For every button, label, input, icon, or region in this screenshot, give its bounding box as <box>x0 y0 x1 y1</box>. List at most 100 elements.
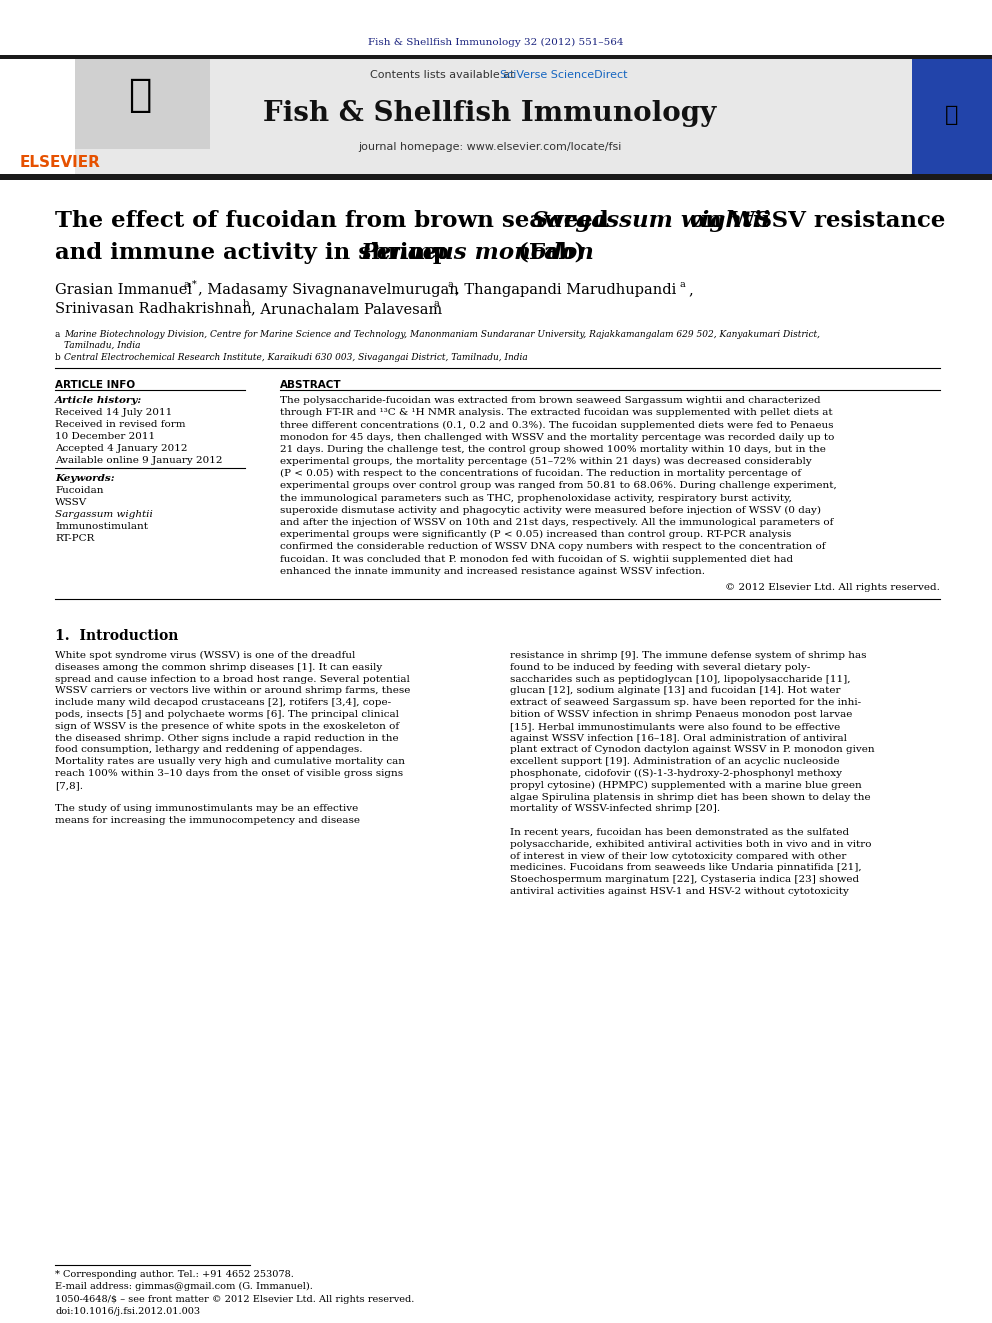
Text: the diseased shrimp. Other signs include a rapid reduction in the: the diseased shrimp. Other signs include… <box>55 733 399 742</box>
Text: extract of seaweed Sargassum sp. have been reported for the inhi-: extract of seaweed Sargassum sp. have be… <box>510 699 861 708</box>
Text: (P < 0.05) with respect to the concentrations of fucoidan. The reduction in mort: (P < 0.05) with respect to the concentra… <box>280 470 802 479</box>
Text: 📖: 📖 <box>945 105 958 124</box>
Text: a: a <box>55 329 63 339</box>
Text: Central Electrochemical Research Institute, Karaikudi 630 003, Sivagangai Distri: Central Electrochemical Research Institu… <box>64 353 528 363</box>
Text: Grasian Immanuel: Grasian Immanuel <box>55 283 192 296</box>
Text: polysaccharide, exhibited antiviral activities both in vivo and in vitro: polysaccharide, exhibited antiviral acti… <box>510 840 872 849</box>
Text: 21 days. During the challenge test, the control group showed 100% mortality with: 21 days. During the challenge test, the … <box>280 445 826 454</box>
Text: Article history:: Article history: <box>55 396 142 405</box>
Text: experimental groups were significantly (P < 0.05) increased than control group. : experimental groups were significantly (… <box>280 531 792 540</box>
Text: three different concentrations (0.1, 0.2 and 0.3%). The fucoidan supplemented di: three different concentrations (0.1, 0.2… <box>280 421 833 430</box>
FancyBboxPatch shape <box>0 175 992 180</box>
Text: b: b <box>243 299 249 308</box>
Text: bition of WSSV infection in shrimp Penaeus monodon post larvae: bition of WSSV infection in shrimp Penae… <box>510 710 852 718</box>
Text: , Arunachalam Palavesam: , Arunachalam Palavesam <box>251 302 442 316</box>
Text: ELSEVIER: ELSEVIER <box>20 155 101 169</box>
FancyBboxPatch shape <box>0 56 992 60</box>
Text: Fucoidan: Fucoidan <box>55 486 103 495</box>
Text: against WSSV infection [16–18]. Oral administration of antiviral: against WSSV infection [16–18]. Oral adm… <box>510 733 847 742</box>
Text: medicines. Fucoidans from seaweeds like Undaria pinnatifida [21],: medicines. Fucoidans from seaweeds like … <box>510 864 862 872</box>
Text: sign of WSSV is the presence of white spots in the exoskeleton of: sign of WSSV is the presence of white sp… <box>55 722 399 730</box>
Text: The polysaccharide-fucoidan was extracted from brown seaweed Sargassum wightii a: The polysaccharide-fucoidan was extracte… <box>280 396 820 405</box>
Text: antiviral activities against HSV-1 and HSV-2 without cytotoxicity: antiviral activities against HSV-1 and H… <box>510 886 849 896</box>
Text: 1.  Introduction: 1. Introduction <box>55 628 179 643</box>
Text: [7,8].: [7,8]. <box>55 781 83 790</box>
Text: and immune activity in shrimp: and immune activity in shrimp <box>55 242 457 265</box>
Text: on WSSV resistance: on WSSV resistance <box>682 210 945 232</box>
Text: RT-PCR: RT-PCR <box>55 534 94 542</box>
Text: WSSV: WSSV <box>55 497 87 507</box>
Text: spread and cause infection to a broad host range. Several potential: spread and cause infection to a broad ho… <box>55 675 410 684</box>
Text: Received in revised form: Received in revised form <box>55 419 186 429</box>
Text: Sargassum wightii: Sargassum wightii <box>532 210 770 232</box>
Text: 🌳: 🌳 <box>128 75 152 114</box>
Text: plant extract of Cynodon dactylon against WSSV in P. monodon given: plant extract of Cynodon dactylon agains… <box>510 745 875 754</box>
Text: include many wild decapod crustaceans [2], rotifers [3,4], cope-: include many wild decapod crustaceans [2… <box>55 699 391 708</box>
Text: algae Spirulina platensis in shrimp diet has been shown to delay the: algae Spirulina platensis in shrimp diet… <box>510 792 871 802</box>
Text: WSSV carriers or vectors live within or around shrimp farms, these: WSSV carriers or vectors live within or … <box>55 687 411 696</box>
Text: through FT-IR and ¹³C & ¹H NMR analysis. The extracted fucoidan was supplemented: through FT-IR and ¹³C & ¹H NMR analysis.… <box>280 409 832 417</box>
Text: Fish & Shellfish Immunology 32 (2012) 551–564: Fish & Shellfish Immunology 32 (2012) 55… <box>368 38 624 48</box>
Text: reach 100% within 3–10 days from the onset of visible gross signs: reach 100% within 3–10 days from the ons… <box>55 769 403 778</box>
Text: the immunological parameters such as THC, prophenoloxidase activity, respiratory: the immunological parameters such as THC… <box>280 493 792 503</box>
Text: resistance in shrimp [9]. The immune defense system of shrimp has: resistance in shrimp [9]. The immune def… <box>510 651 866 660</box>
Text: ABSTRACT: ABSTRACT <box>280 380 341 390</box>
Text: mortality of WSSV-infected shrimp [20].: mortality of WSSV-infected shrimp [20]. <box>510 804 720 814</box>
Text: propyl cytosine) (HPMPC) supplemented with a marine blue green: propyl cytosine) (HPMPC) supplemented wi… <box>510 781 862 790</box>
Text: monodon for 45 days, then challenged with WSSV and the mortality percentage was : monodon for 45 days, then challenged wit… <box>280 433 834 442</box>
Text: Penaeus monodon: Penaeus monodon <box>361 242 595 265</box>
Text: found to be induced by feeding with several dietary poly-: found to be induced by feeding with seve… <box>510 663 810 672</box>
Text: enhanced the innate immunity and increased resistance against WSSV infection.: enhanced the innate immunity and increas… <box>280 566 705 576</box>
Text: ,: , <box>688 283 692 296</box>
Text: pods, insects [5] and polychaete worms [6]. The principal clinical: pods, insects [5] and polychaete worms [… <box>55 710 399 718</box>
Text: and after the injection of WSSV on 10th and 21st days, respectively. All the imm: and after the injection of WSSV on 10th … <box>280 519 833 527</box>
Text: The effect of fucoidan from brown seaweed: The effect of fucoidan from brown seawee… <box>55 210 617 232</box>
Text: Available online 9 January 2012: Available online 9 January 2012 <box>55 456 222 464</box>
Text: a: a <box>447 280 452 288</box>
Text: means for increasing the immunocompetency and disease: means for increasing the immunocompetenc… <box>55 816 360 826</box>
FancyBboxPatch shape <box>912 60 992 175</box>
Text: (Fab): (Fab) <box>510 242 585 265</box>
Text: excellent support [19]. Administration of an acyclic nucleoside: excellent support [19]. Administration o… <box>510 757 839 766</box>
Text: Stoechospermum marginatum [22], Cystaseria indica [23] showed: Stoechospermum marginatum [22], Cystaser… <box>510 876 859 884</box>
Text: 1050-4648/$ – see front matter © 2012 Elsevier Ltd. All rights reserved.: 1050-4648/$ – see front matter © 2012 El… <box>55 1295 415 1304</box>
Text: Srinivasan Radhakrishnan: Srinivasan Radhakrishnan <box>55 302 252 316</box>
Text: a,*: a,* <box>183 280 196 288</box>
Text: Contents lists available at: Contents lists available at <box>370 70 518 79</box>
Text: SciVerse ScienceDirect: SciVerse ScienceDirect <box>500 70 628 79</box>
Text: Marine Biotechnology Division, Centre for Marine Science and Technology, Manonma: Marine Biotechnology Division, Centre fo… <box>64 329 820 349</box>
Text: experimental groups, the mortality percentage (51–72% within 21 days) was decrea: experimental groups, the mortality perce… <box>280 456 811 466</box>
Text: E-mail address: gimmas@gmail.com (G. Immanuel).: E-mail address: gimmas@gmail.com (G. Imm… <box>55 1282 312 1291</box>
Text: 10 December 2011: 10 December 2011 <box>55 433 155 441</box>
Text: diseases among the common shrimp diseases [1]. It can easily: diseases among the common shrimp disease… <box>55 663 382 672</box>
Text: saccharides such as peptidoglycan [10], lipopolysaccharide [11],: saccharides such as peptidoglycan [10], … <box>510 675 850 684</box>
Text: a: a <box>434 299 439 308</box>
Text: journal homepage: www.elsevier.com/locate/fsi: journal homepage: www.elsevier.com/locat… <box>358 142 622 152</box>
Text: fucoidan. It was concluded that P. monodon fed with fucoidan of S. wightii suppl: fucoidan. It was concluded that P. monod… <box>280 554 794 564</box>
Text: of interest in view of their low cytotoxicity compared with other: of interest in view of their low cytotox… <box>510 852 846 860</box>
Text: Mortality rates are usually very high and cumulative mortality can: Mortality rates are usually very high an… <box>55 757 405 766</box>
Text: Received 14 July 2011: Received 14 July 2011 <box>55 407 173 417</box>
Text: White spot syndrome virus (WSSV) is one of the dreadful: White spot syndrome virus (WSSV) is one … <box>55 651 355 660</box>
Text: Fish & Shellfish Immunology: Fish & Shellfish Immunology <box>263 101 716 127</box>
Text: * Corresponding author. Tel.: +91 4652 253078.: * Corresponding author. Tel.: +91 4652 2… <box>55 1270 294 1279</box>
Text: food consumption, lethargy and reddening of appendages.: food consumption, lethargy and reddening… <box>55 745 362 754</box>
Text: Keywords:: Keywords: <box>55 474 115 483</box>
FancyBboxPatch shape <box>75 60 915 175</box>
Text: Immunostimulant: Immunostimulant <box>55 523 148 531</box>
Text: experimental groups over control group was ranged from 50.81 to 68.06%. During c: experimental groups over control group w… <box>280 482 836 491</box>
Text: , Madasamy Sivagnanavelmurugan: , Madasamy Sivagnanavelmurugan <box>198 283 458 296</box>
Text: , Thangapandi Marudhupandi: , Thangapandi Marudhupandi <box>455 283 677 296</box>
Text: superoxide dismutase activity and phagocytic activity were measured before injec: superoxide dismutase activity and phagoc… <box>280 505 821 515</box>
Text: phosphonate, cidofovir ((S)-1-3-hydroxy-2-phosphonyl methoxy: phosphonate, cidofovir ((S)-1-3-hydroxy-… <box>510 769 842 778</box>
Text: a: a <box>680 280 685 288</box>
Text: Accepted 4 January 2012: Accepted 4 January 2012 <box>55 445 187 452</box>
Text: The study of using immunostimulants may be an effective: The study of using immunostimulants may … <box>55 804 358 814</box>
FancyBboxPatch shape <box>75 60 210 149</box>
Text: glucan [12], sodium alginate [13] and fucoidan [14]. Hot water: glucan [12], sodium alginate [13] and fu… <box>510 687 840 696</box>
Text: b: b <box>55 353 63 363</box>
Text: ARTICLE INFO: ARTICLE INFO <box>55 380 135 390</box>
Text: In recent years, fucoidan has been demonstrated as the sulfated: In recent years, fucoidan has been demon… <box>510 828 849 837</box>
Text: confirmed the considerable reduction of WSSV DNA copy numbers with respect to th: confirmed the considerable reduction of … <box>280 542 825 552</box>
Text: © 2012 Elsevier Ltd. All rights reserved.: © 2012 Elsevier Ltd. All rights reserved… <box>725 583 940 591</box>
